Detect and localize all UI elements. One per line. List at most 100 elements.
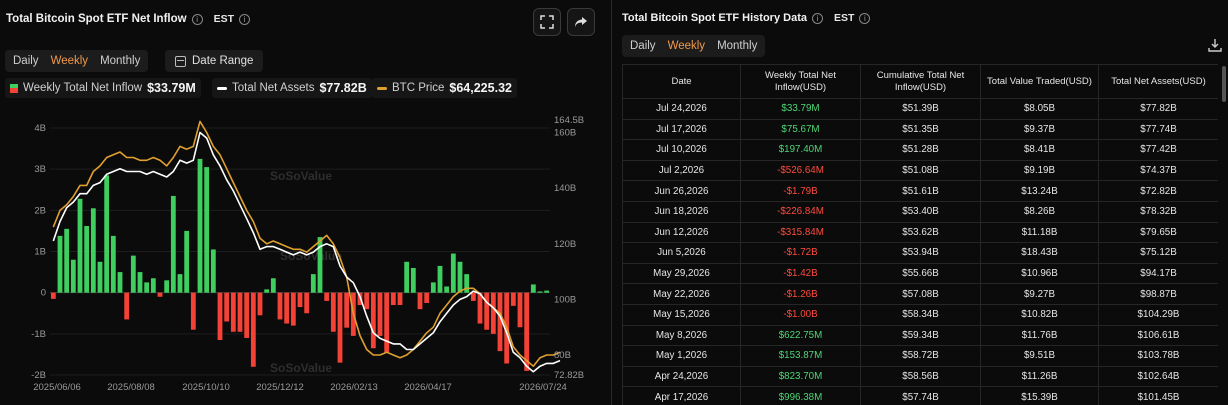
inflow-bar[interactable] xyxy=(290,292,296,326)
inflow-bar[interactable] xyxy=(317,237,323,293)
inflow-bar[interactable] xyxy=(364,292,370,310)
tab-daily[interactable]: Daily xyxy=(13,55,39,67)
inflow-bar[interactable] xyxy=(370,292,376,349)
inflow-bar[interactable] xyxy=(97,261,103,293)
inflow-bar[interactable] xyxy=(304,292,310,314)
inflow-bar[interactable] xyxy=(297,292,303,308)
inflow-bar[interactable] xyxy=(257,292,263,316)
table-cell: -$526.64M xyxy=(740,159,861,182)
inflow-bar[interactable] xyxy=(110,235,116,293)
table-scrollbar[interactable] xyxy=(1222,66,1226,102)
inflow-bar[interactable] xyxy=(124,292,130,320)
total-net-assets-line[interactable] xyxy=(52,131,561,373)
inflow-bar[interactable] xyxy=(104,175,110,293)
inflow-bar[interactable] xyxy=(284,292,290,324)
inflow-bar[interactable] xyxy=(84,225,90,293)
inflow-bar[interactable] xyxy=(64,228,70,293)
inflow-bar[interactable] xyxy=(464,274,470,293)
inflow-bar[interactable] xyxy=(530,284,536,293)
inflow-bar[interactable] xyxy=(230,292,236,332)
inflow-bar[interactable] xyxy=(177,274,183,293)
inflow-bar[interactable] xyxy=(450,253,456,293)
fullscreen-button[interactable] xyxy=(533,8,561,36)
inflow-bar[interactable] xyxy=(404,261,410,293)
timezone-info-icon[interactable]: i xyxy=(239,13,250,25)
inflow-bar[interactable] xyxy=(484,292,490,330)
inflow-bar[interactable] xyxy=(197,158,203,293)
inflow-bar[interactable] xyxy=(250,292,256,367)
inflow-bar[interactable] xyxy=(537,291,543,293)
inflow-bar[interactable] xyxy=(70,259,76,293)
history-tab-daily[interactable]: Daily xyxy=(630,40,656,52)
history-timezone-info-icon[interactable]: i xyxy=(859,12,871,24)
inflow-bar[interactable] xyxy=(270,278,276,293)
inflow-bar[interactable] xyxy=(390,292,396,306)
inflow-bar[interactable] xyxy=(164,280,170,293)
history-tab-weekly[interactable]: Weekly xyxy=(667,40,706,52)
inflow-bar[interactable] xyxy=(424,292,430,303)
legend-inflow-label: Weekly Total Net Inflow xyxy=(23,82,143,94)
inflow-bar[interactable] xyxy=(244,292,250,338)
inflow-bar[interactable] xyxy=(157,292,163,297)
inflow-bar[interactable] xyxy=(397,292,403,306)
btc-price-line[interactable] xyxy=(52,120,561,368)
inflow-bar[interactable] xyxy=(524,292,530,371)
inflow-bar[interactable] xyxy=(310,274,316,293)
inflow-bar[interactable] xyxy=(457,261,463,293)
inflow-bar[interactable] xyxy=(510,292,516,306)
inflow-bar[interactable] xyxy=(130,255,136,293)
x-tick: 2026/02/13 xyxy=(330,382,378,393)
inflow-bar[interactable] xyxy=(444,286,450,293)
history-table-wrap[interactable]: Date Weekly Total Net Inflow(USD) Cumulati… xyxy=(622,64,1218,405)
inflow-bar[interactable] xyxy=(57,235,63,293)
inflow-bar[interactable] xyxy=(517,292,523,328)
inflow-bar[interactable] xyxy=(344,292,350,328)
inflow-bar[interactable] xyxy=(204,167,210,293)
inflow-bar[interactable] xyxy=(144,282,150,293)
inflow-bar[interactable] xyxy=(544,290,550,293)
inflow-bar[interactable] xyxy=(330,292,336,332)
inflow-bar[interactable] xyxy=(237,292,243,332)
inflow-bar[interactable] xyxy=(117,272,123,293)
inflow-bar[interactable] xyxy=(437,265,443,293)
inflow-bar[interactable] xyxy=(277,292,283,320)
inflow-bar[interactable] xyxy=(264,289,270,293)
inflow-bar[interactable] xyxy=(210,249,216,293)
inflow-bar[interactable] xyxy=(384,292,390,353)
legend-btc[interactable]: BTC Price $64,225.32 xyxy=(372,78,517,98)
inflow-bar[interactable] xyxy=(137,272,143,293)
history-tab-monthly[interactable]: Monthly xyxy=(717,40,758,52)
table-cell: $74.37B xyxy=(1098,159,1218,182)
inflow-bar[interactable] xyxy=(477,292,483,324)
inflow-bar[interactable] xyxy=(410,267,416,293)
legend-assets[interactable]: Total Net Assets $77.82B xyxy=(212,78,372,98)
inflow-bar[interactable] xyxy=(217,292,223,341)
date-range-button[interactable]: Date Range xyxy=(165,50,264,72)
inflow-bar[interactable] xyxy=(190,292,196,330)
inflow-bar[interactable] xyxy=(417,292,423,310)
tab-monthly[interactable]: Monthly xyxy=(100,55,141,67)
inflow-bar[interactable] xyxy=(77,198,83,293)
inflow-bar[interactable] xyxy=(324,292,330,301)
inflow-bar[interactable] xyxy=(470,292,476,301)
inflow-bar[interactable] xyxy=(490,292,496,334)
inflow-bar[interactable] xyxy=(377,292,383,336)
inflow-bar[interactable] xyxy=(497,292,503,352)
inflow-bar[interactable] xyxy=(170,195,176,293)
inflow-bar[interactable] xyxy=(184,230,190,293)
inflow-bar[interactable] xyxy=(430,282,436,293)
share-button[interactable] xyxy=(567,8,595,36)
table-cell: -$1.00B xyxy=(740,303,861,326)
inflow-bar[interactable] xyxy=(224,292,230,322)
tab-weekly[interactable]: Weekly xyxy=(50,55,89,67)
inflow-bar[interactable] xyxy=(150,278,156,293)
table-cell: $98.87B xyxy=(1098,283,1218,305)
legend-inflow[interactable]: Weekly Total Net Inflow $33.79M xyxy=(5,78,201,98)
download-icon[interactable] xyxy=(1208,38,1222,52)
inflow-bar[interactable] xyxy=(337,292,343,363)
inflow-bar[interactable] xyxy=(90,208,96,293)
table-row: Apr 17,2026 $996.38M $57.74B $15.39B $101.45… xyxy=(622,386,1218,405)
inflow-bar[interactable] xyxy=(50,292,56,299)
history-info-icon[interactable]: i xyxy=(811,12,823,24)
info-icon[interactable]: i xyxy=(191,13,203,25)
